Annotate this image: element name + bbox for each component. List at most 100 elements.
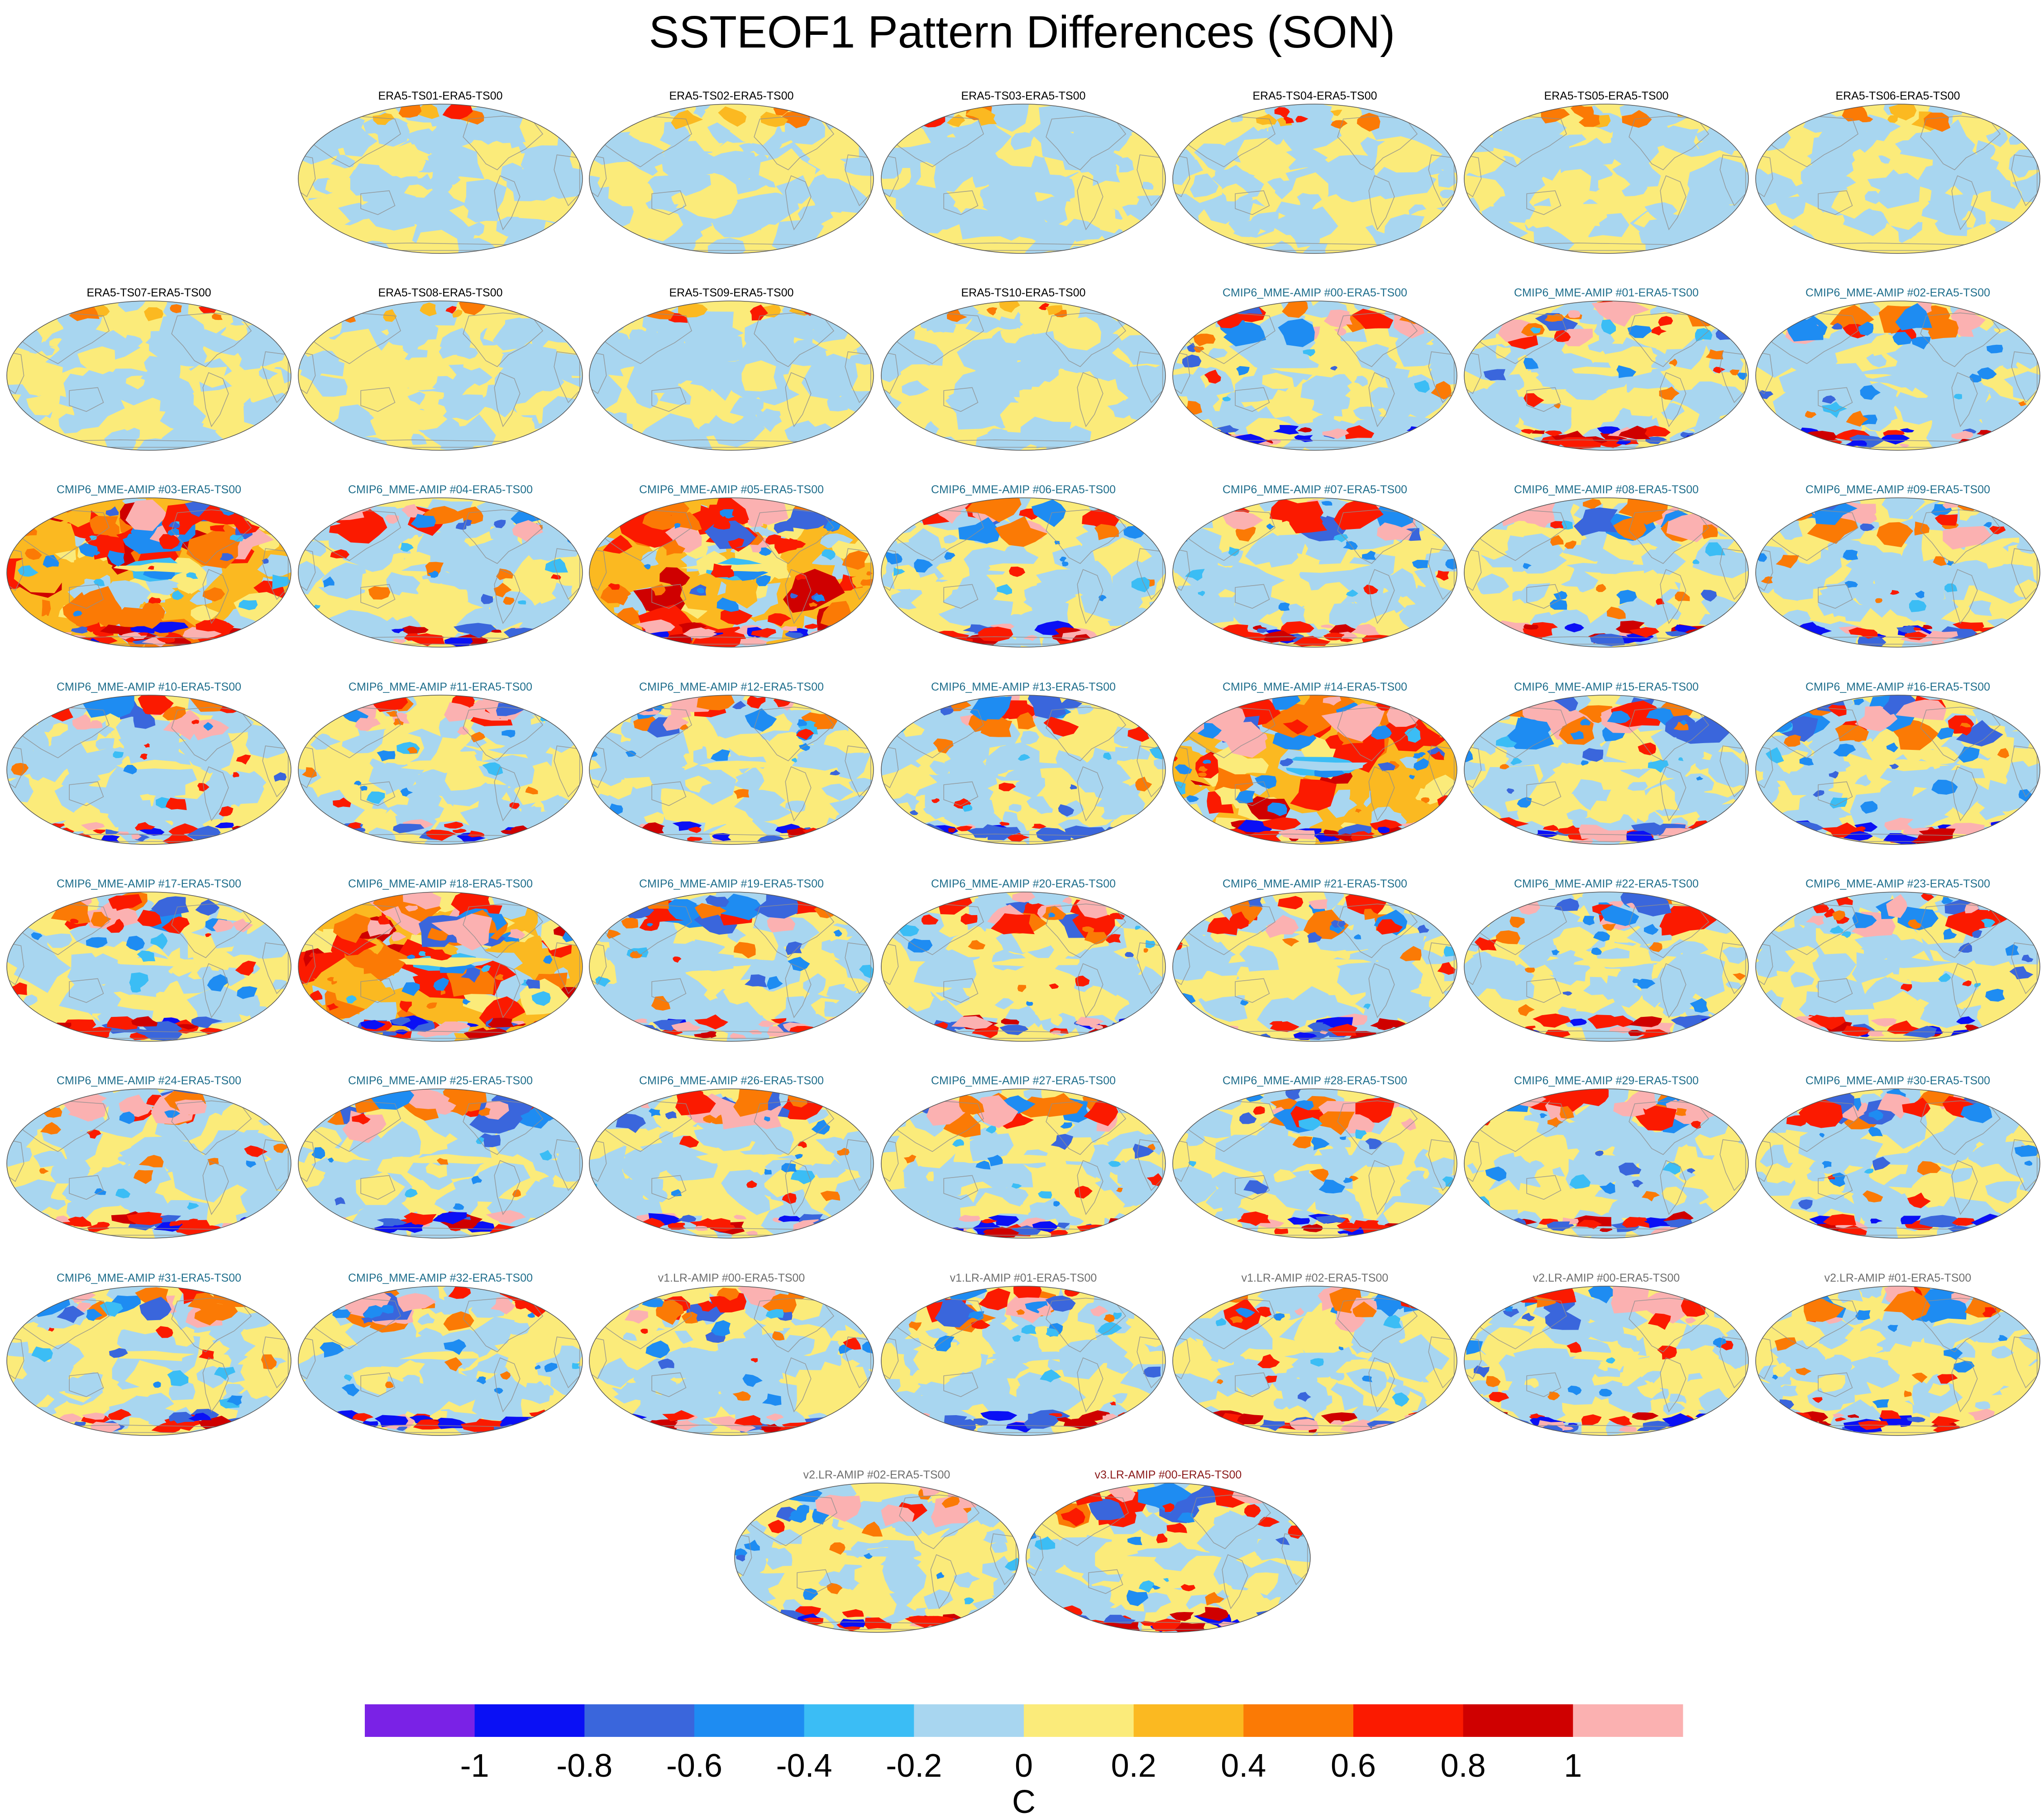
panel-title: v2.LR-AMIP #02-ERA5-TS00 [803, 1469, 950, 1481]
panel-title: ERA5-TS07-ERA5-TS00 [86, 286, 211, 299]
map-panel [1756, 498, 2040, 647]
panel-title: CMIP6_MME-AMIP #23-ERA5-TS00 [1805, 878, 1990, 890]
panel-title: ERA5-TS06-ERA5-TS00 [1835, 90, 1960, 102]
panel-title: CMIP6_MME-AMIP #11-ERA5-TS00 [349, 681, 532, 693]
map-outline [1755, 892, 2040, 1042]
map-outline [298, 104, 583, 254]
colorbar-tick-label: -0.4 [776, 1748, 832, 1784]
map-outline [881, 892, 1166, 1042]
map-outline [1172, 104, 1457, 254]
map-outline [589, 300, 874, 451]
panel-title: CMIP6_MME-AMIP #18-ERA5-TS00 [348, 878, 533, 890]
colorbar-swatch [914, 1704, 1024, 1737]
panel-title: CMIP6_MME-AMIP #09-ERA5-TS00 [1805, 483, 1990, 496]
map-panel [881, 1286, 1165, 1435]
map-outline [1172, 497, 1457, 648]
panel-title: v1.LR-AMIP #02-ERA5-TS00 [1242, 1272, 1389, 1284]
colorbar-tick-label: 1 [1564, 1748, 1582, 1784]
panel-title: CMIP6_MME-AMIP #20-ERA5-TS00 [931, 878, 1116, 890]
map-outline [589, 1286, 874, 1436]
map-outline [881, 1088, 1166, 1239]
panel-title: ERA5-TS08-ERA5-TS00 [378, 286, 502, 299]
map-outline [6, 1088, 291, 1239]
panel-title: CMIP6_MME-AMIP #05-ERA5-TS00 [639, 483, 824, 496]
colorbar-tick-label: -0.2 [886, 1748, 942, 1784]
map-outline [1755, 1088, 2040, 1239]
map-outline [1464, 1286, 1749, 1436]
map-outline [1464, 892, 1749, 1042]
map-outline [1464, 497, 1749, 648]
panel-title: v1.LR-AMIP #01-ERA5-TS00 [950, 1272, 1097, 1284]
panel-title: CMIP6_MME-AMIP #22-ERA5-TS00 [1514, 878, 1699, 890]
map-outline [1464, 1088, 1749, 1239]
panel-title: CMIP6_MME-AMIP #13-ERA5-TS00 [931, 681, 1116, 693]
map-outline [881, 695, 1166, 845]
colorbar-swatch [694, 1704, 805, 1737]
map-outline [1464, 104, 1749, 254]
panel-title: CMIP6_MME-AMIP #31-ERA5-TS00 [57, 1272, 241, 1284]
panel-title: CMIP6_MME-AMIP #08-ERA5-TS00 [1514, 483, 1699, 496]
map-outline [1755, 1286, 2040, 1436]
map-outline [298, 1088, 583, 1239]
panel-title: CMIP6_MME-AMIP #14-ERA5-TS00 [1223, 681, 1407, 693]
map-outline [298, 497, 583, 648]
colorbar-tick-label: 0.2 [1111, 1748, 1156, 1784]
map-outline [6, 695, 291, 845]
colorbar-swatch [1573, 1704, 1683, 1737]
colorbar-swatch [584, 1704, 695, 1737]
colorbar-swatch [365, 1704, 475, 1737]
panel-title: CMIP6_MME-AMIP #24-ERA5-TS00 [57, 1074, 241, 1087]
map-outline [298, 695, 583, 845]
colorbar-tick-label: -1 [460, 1748, 489, 1784]
panel-title: CMIP6_MME-AMIP #28-ERA5-TS00 [1223, 1074, 1407, 1087]
map-panel [881, 104, 1165, 253]
map-outline [1464, 695, 1749, 845]
panel-title: CMIP6_MME-AMIP #02-ERA5-TS00 [1805, 286, 1990, 299]
map-outline [589, 104, 874, 254]
panel-title: ERA5-TS01-ERA5-TS00 [378, 90, 502, 102]
map-panel [7, 892, 291, 1041]
panel-title: ERA5-TS09-ERA5-TS00 [669, 286, 793, 299]
map-outline [589, 695, 874, 845]
map-panel [1464, 1286, 1748, 1435]
panel-title: CMIP6_MME-AMIP #00-ERA5-TS00 [1223, 286, 1407, 299]
panel-title: v2.LR-AMIP #00-ERA5-TS00 [1533, 1272, 1680, 1284]
map-panel [7, 498, 291, 647]
colorbar-swatch [804, 1704, 914, 1737]
panel-title: CMIP6_MME-AMIP #19-ERA5-TS00 [639, 878, 824, 890]
panel-title: CMIP6_MME-AMIP #30-ERA5-TS00 [1805, 1074, 1990, 1087]
map-outline [1172, 300, 1457, 451]
panel-title: CMIP6_MME-AMIP #15-ERA5-TS00 [1514, 681, 1699, 693]
colorbar-swatch [1024, 1704, 1134, 1737]
panel-title: ERA5-TS02-ERA5-TS00 [669, 90, 793, 102]
colorbar-swatch [1463, 1704, 1573, 1737]
panel-title: v1.LR-AMIP #00-ERA5-TS00 [658, 1272, 805, 1284]
map-outline [881, 300, 1166, 451]
map-outline [6, 300, 291, 451]
panel-title: v3.LR-AMIP #00-ERA5-TS00 [1095, 1469, 1242, 1481]
map-outline [1755, 104, 2040, 254]
panel-title: ERA5-TS04-ERA5-TS00 [1252, 90, 1377, 102]
panel-title: CMIP6_MME-AMIP #16-ERA5-TS00 [1805, 681, 1990, 693]
map-panel [1173, 104, 1457, 253]
panel-title: CMIP6_MME-AMIP #04-ERA5-TS00 [348, 483, 533, 496]
panel-title: CMIP6_MME-AMIP #06-ERA5-TS00 [931, 483, 1116, 496]
colorbar-units: C [1012, 1784, 1036, 1817]
panel-title: CMIP6_MME-AMIP #03-ERA5-TS00 [57, 483, 241, 496]
map-outline [1172, 1286, 1457, 1436]
map-outline [6, 497, 291, 648]
map-outline [6, 1286, 291, 1436]
map-outline [298, 300, 583, 451]
panel-title: ERA5-TS05-ERA5-TS00 [1544, 90, 1668, 102]
map-outline [881, 497, 1166, 648]
map-outline [1464, 300, 1749, 451]
panel-title: CMIP6_MME-AMIP #29-ERA5-TS00 [1514, 1074, 1699, 1087]
map-outline [6, 892, 291, 1042]
map-outline [298, 1286, 583, 1436]
colorbar-swatch [474, 1704, 585, 1737]
map-panels: ERA5-TS01-ERA5-TS00 ERA5-TS02-ERA5-TS00 ER… [6, 90, 2040, 1633]
panel-title: v2.LR-AMIP #01-ERA5-TS00 [1824, 1272, 1972, 1284]
panel-title: CMIP6_MME-AMIP #01-ERA5-TS00 [1514, 286, 1699, 299]
map-panel [881, 498, 1165, 647]
